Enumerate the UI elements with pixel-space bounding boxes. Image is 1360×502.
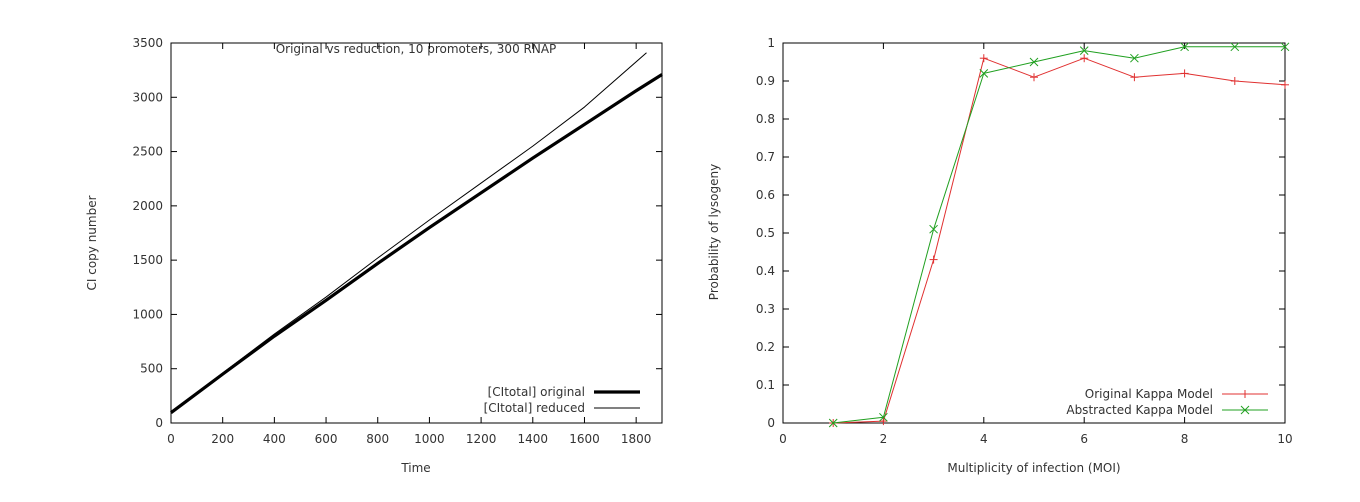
y-tick-label: 0.8 — [756, 112, 775, 126]
data-point — [879, 417, 888, 426]
axis-ticks: 0 2 4 6 8 10 0 0.1 0.2 0.3 0.4 0.5 0.6 0.7 0.8 0.9 1 — [756, 36, 1293, 446]
plot-frame — [170, 42, 663, 424]
x-tick-label: 0 — [167, 432, 175, 446]
x-tick-label: 800 — [366, 432, 389, 446]
y-tick-label: 0.7 — [756, 150, 775, 164]
data-point — [1080, 54, 1089, 63]
x-tick-label: 0 — [779, 432, 787, 446]
data-point — [1280, 42, 1290, 52]
series-line — [170, 52, 647, 414]
y-tick-label: 1 — [767, 36, 775, 50]
y-tick-label: 0.4 — [756, 264, 775, 278]
y-tick-label: 0.2 — [756, 340, 775, 354]
legend-label: Abstracted Kappa Model — [1066, 403, 1213, 417]
x-tick-label: 2 — [880, 432, 888, 446]
axis-ticks: 0 200 400 600 800 1000 1200 1400 1600 1800 0 500 100… — [132, 36, 662, 446]
legend: [CItotal] original [CItotal] reduced — [484, 385, 640, 415]
data-point — [979, 54, 988, 63]
data-point — [1241, 390, 1249, 398]
y-tick-label: 0.9 — [756, 74, 775, 88]
y-tick-label: 0.3 — [756, 302, 775, 316]
x-tick-label: 600 — [315, 432, 338, 446]
series-line — [170, 73, 663, 414]
lysogeny-probability-chart: Multiplicity of infection (MOI) Probabil… — [707, 36, 1293, 475]
data-point — [879, 412, 888, 422]
y-axis-label: CI copy number — [85, 195, 99, 290]
data-point — [929, 255, 938, 264]
x-tick-label: 8 — [1181, 432, 1189, 446]
series-group — [828, 42, 1290, 428]
data-point — [1130, 73, 1139, 82]
x-tick-label: 200 — [211, 432, 234, 446]
series-group — [170, 52, 663, 414]
x-tick-label: 6 — [1080, 432, 1088, 446]
data-point — [1230, 42, 1240, 52]
y-tick-label: 1000 — [132, 307, 163, 321]
x-axis-label: Multiplicity of infection (MOI) — [947, 461, 1120, 475]
y-tick-label: 3500 — [132, 36, 163, 50]
y-tick-label: 1500 — [132, 253, 163, 267]
data-point — [1240, 405, 1250, 415]
data-point — [929, 224, 938, 234]
x-tick-label: 10 — [1277, 432, 1292, 446]
x-tick-label: 1200 — [466, 432, 497, 446]
y-tick-label: 2500 — [132, 145, 163, 159]
x-tick-label: 1000 — [414, 432, 445, 446]
data-point — [1130, 53, 1139, 63]
data-point — [1180, 42, 1189, 52]
y-tick-label: 500 — [140, 362, 163, 376]
data-point — [979, 69, 989, 78]
data-point — [1079, 46, 1089, 55]
data-point — [1281, 80, 1289, 89]
data-point — [828, 418, 838, 428]
x-tick-label: 1800 — [621, 432, 652, 446]
y-tick-label: 0 — [155, 416, 163, 430]
legend: Original Kappa Model Abstracted Kappa Mod… — [1066, 387, 1268, 417]
data-point — [1029, 57, 1039, 67]
data-point — [1180, 69, 1189, 78]
series-line — [833, 46, 1285, 424]
x-tick-label: 1400 — [518, 432, 549, 446]
plot-frame — [782, 42, 1286, 424]
series-line — [833, 57, 1286, 424]
data-point — [1030, 73, 1038, 82]
y-axis-label: Probability of lysogeny — [707, 164, 721, 300]
legend-label: [CItotal] reduced — [484, 401, 585, 415]
legend-label: Original Kappa Model — [1085, 387, 1213, 401]
data-point — [1230, 77, 1239, 85]
y-tick-label: 0 — [767, 416, 775, 430]
x-tick-label: 1600 — [569, 432, 600, 446]
chart-title: Original vs reduction, 10 promoters, 300… — [276, 42, 557, 56]
x-axis-label: Time — [400, 461, 430, 475]
y-tick-label: 3000 — [132, 90, 163, 104]
y-tick-label: 0.6 — [756, 188, 775, 202]
legend-label: [CItotal] original — [488, 385, 585, 399]
y-tick-label: 2000 — [132, 199, 163, 213]
time-series-chart: Original vs reduction, 10 promoters, 300… — [85, 36, 663, 475]
x-tick-label: 4 — [980, 432, 988, 446]
x-tick-label: 400 — [263, 432, 286, 446]
y-tick-label: 0.5 — [756, 226, 775, 240]
y-tick-label: 0.1 — [756, 378, 775, 392]
